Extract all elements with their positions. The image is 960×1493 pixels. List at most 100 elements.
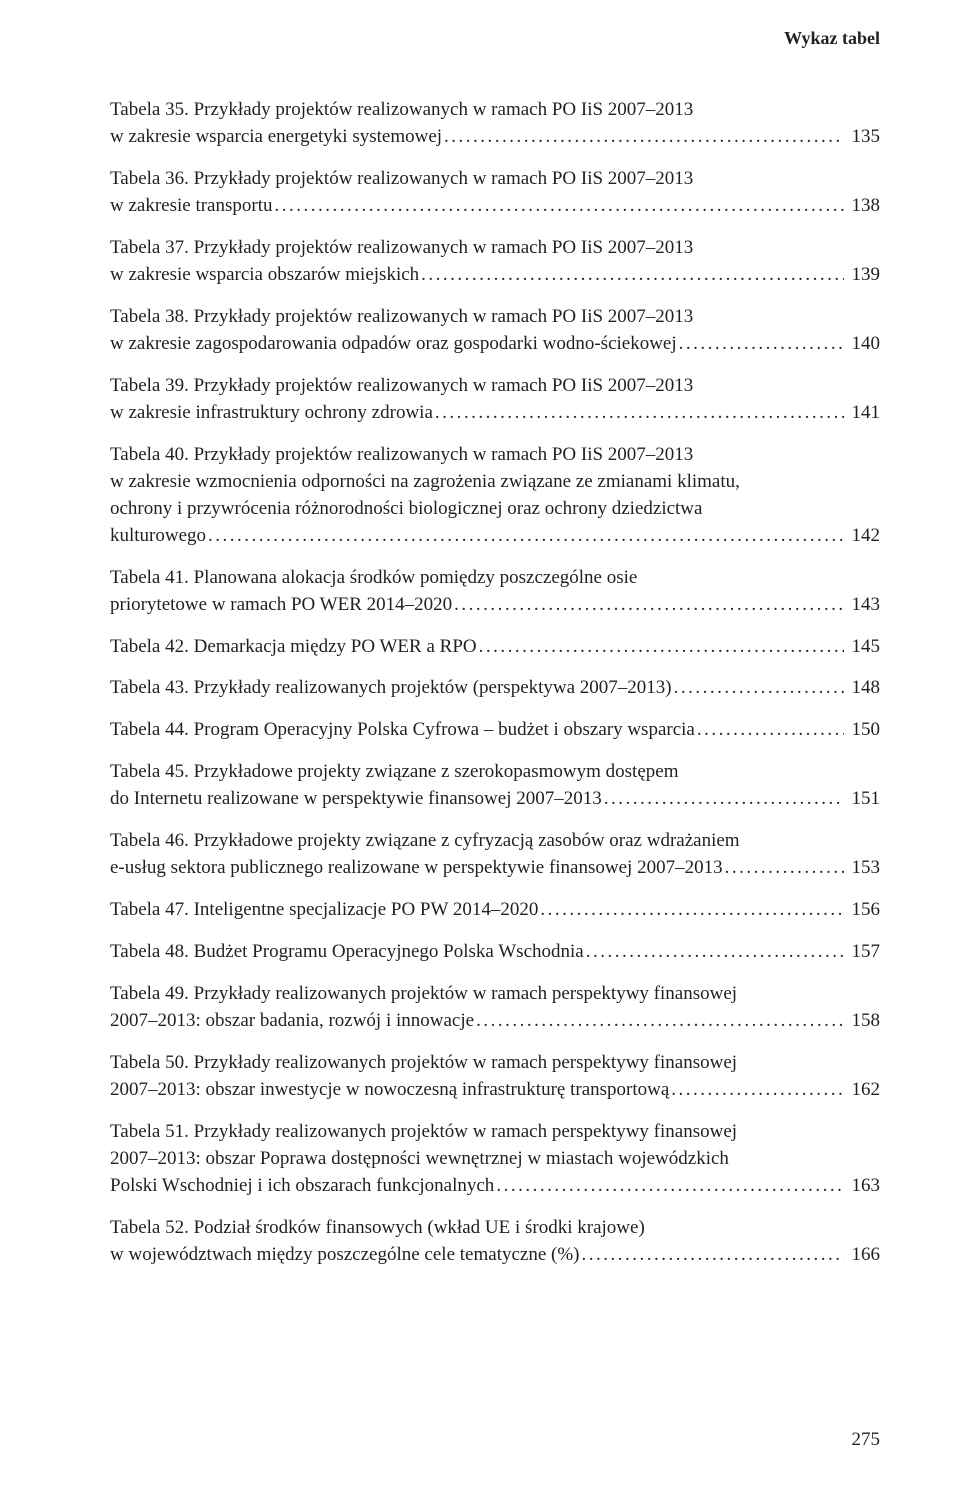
- toc-entry-page: 158: [846, 1008, 881, 1035]
- toc-entry-page: 143: [846, 592, 881, 619]
- leader-dots: [435, 400, 844, 427]
- leader-dots: [725, 855, 844, 882]
- leader-dots: [275, 193, 844, 220]
- toc-entry-last-line: 2007–2013: obszar inwestycje w nowoczesn…: [110, 1077, 880, 1104]
- toc-entry-last-line: priorytetowe w ramach PO WER 2014–2020 14…: [110, 592, 880, 619]
- toc-entry: Tabela 47. Inteligentne specjalizacje PO…: [110, 897, 880, 924]
- toc-entry-text: Polski Wschodniej i ich obszarach funkcj…: [110, 1173, 494, 1200]
- toc-entry-line: Tabela 45. Przykładowe projekty związane…: [110, 759, 880, 786]
- toc-entry-page: 163: [846, 1173, 881, 1200]
- toc-entry-page: 166: [846, 1242, 881, 1269]
- toc-entry-line: w zakresie wzmocnienia odporności na zag…: [110, 469, 880, 496]
- toc-entry-line: Tabela 41. Planowana alokacja środków po…: [110, 565, 880, 592]
- toc-entry-last-line: e-usług sektora publicznego realizowane …: [110, 855, 880, 882]
- toc-entry-last-line: Tabela 44. Program Operacyjny Polska Cyf…: [110, 717, 880, 744]
- toc-entry: Tabela 45. Przykładowe projekty związane…: [110, 759, 880, 813]
- toc-entry-last-line: kulturowego 142: [110, 523, 880, 550]
- toc-entry-page: 153: [846, 855, 881, 882]
- toc-entry-line: ochrony i przywrócenia różnorodności bio…: [110, 496, 880, 523]
- toc-entry: Tabela 41. Planowana alokacja środków po…: [110, 565, 880, 619]
- toc-entry-line: Tabela 38. Przykłady projektów realizowa…: [110, 304, 880, 331]
- toc-entry: Tabela 39. Przykłady projektów realizowa…: [110, 373, 880, 427]
- toc-entry: Tabela 48. Budżet Programu Operacyjnego …: [110, 939, 880, 966]
- toc-entry-last-line: Tabela 43. Przykłady realizowanych proje…: [110, 675, 880, 702]
- toc-entry-line: Tabela 36. Przykłady projektów realizowa…: [110, 166, 880, 193]
- toc-entry-page: 151: [846, 786, 881, 813]
- toc-entry-page: 148: [846, 675, 881, 702]
- toc-entry-last-line: Polski Wschodniej i ich obszarach funkcj…: [110, 1173, 880, 1200]
- toc-entry-line: Tabela 37. Przykłady projektów realizowa…: [110, 235, 880, 262]
- toc-entry-last-line: w zakresie infrastruktury ochrony zdrowi…: [110, 400, 880, 427]
- toc-entry-text: Tabela 43. Przykłady realizowanych proje…: [110, 675, 672, 702]
- toc-entry: Tabela 50. Przykłady realizowanych proje…: [110, 1050, 880, 1104]
- toc-entry: Tabela 52. Podział środków finansowych (…: [110, 1215, 880, 1269]
- toc-entry-line: 2007–2013: obszar Poprawa dostępności we…: [110, 1146, 880, 1173]
- toc-entry-page: 138: [846, 193, 881, 220]
- leader-dots: [421, 262, 843, 289]
- leader-dots: [444, 124, 843, 151]
- toc-entry: Tabela 35. Przykłady projektów realizowa…: [110, 97, 880, 151]
- leader-dots: [679, 331, 844, 358]
- toc-entry-page: 145: [846, 634, 881, 661]
- toc-entry-last-line: w zakresie wsparcia obszarów miejskich 13…: [110, 262, 880, 289]
- toc-entry: Tabela 40. Przykłady projektów realizowa…: [110, 442, 880, 550]
- leader-dots: [476, 1008, 843, 1035]
- toc-entry-text: w zakresie transportu: [110, 193, 273, 220]
- toc-entry-line: Tabela 51. Przykłady realizowanych proje…: [110, 1119, 880, 1146]
- toc-entry-last-line: Tabela 42. Demarkacja między PO WER a RP…: [110, 634, 880, 661]
- toc-entry-line: Tabela 40. Przykłady projektów realizowa…: [110, 442, 880, 469]
- leader-dots: [540, 897, 843, 924]
- toc-entry-page: 142: [846, 523, 881, 550]
- toc-entry-page: 135: [846, 124, 881, 151]
- leader-dots: [479, 634, 844, 661]
- leader-dots: [586, 939, 844, 966]
- toc-entry-text: Tabela 42. Demarkacja między PO WER a RP…: [110, 634, 477, 661]
- toc-entry-text: do Internetu realizowane w perspektywie …: [110, 786, 602, 813]
- toc-entry-line: Tabela 35. Przykłady projektów realizowa…: [110, 97, 880, 124]
- toc-entry: Tabela 36. Przykłady projektów realizowa…: [110, 166, 880, 220]
- leader-dots: [671, 1077, 843, 1104]
- toc-entry: Tabela 42. Demarkacja między PO WER a RP…: [110, 634, 880, 661]
- toc-entry: Tabela 51. Przykłady realizowanych proje…: [110, 1119, 880, 1200]
- toc-entry: Tabela 44. Program Operacyjny Polska Cyf…: [110, 717, 880, 744]
- toc-entry-line: Tabela 52. Podział środków finansowych (…: [110, 1215, 880, 1242]
- toc-entry-last-line: Tabela 48. Budżet Programu Operacyjnego …: [110, 939, 880, 966]
- toc-entry: Tabela 37. Przykłady projektów realizowa…: [110, 235, 880, 289]
- toc-entry-page: 162: [846, 1077, 881, 1104]
- leader-dots: [454, 592, 843, 619]
- toc-entry-line: Tabela 46. Przykładowe projekty związane…: [110, 828, 880, 855]
- toc-entry-line: Tabela 39. Przykłady projektów realizowa…: [110, 373, 880, 400]
- leader-dots: [496, 1173, 843, 1200]
- toc-entry-text: 2007–2013: obszar inwestycje w nowoczesn…: [110, 1077, 669, 1104]
- toc-entry-line: Tabela 49. Przykłady realizowanych proje…: [110, 981, 880, 1008]
- toc-entry-text: e-usług sektora publicznego realizowane …: [110, 855, 723, 882]
- toc-entry-page: 141: [846, 400, 881, 427]
- toc-entry: Tabela 49. Przykłady realizowanych proje…: [110, 981, 880, 1035]
- toc-entry-page: 150: [846, 717, 881, 744]
- toc-entry-text: Tabela 48. Budżet Programu Operacyjnego …: [110, 939, 584, 966]
- leader-dots: [697, 717, 844, 744]
- header-section-label: Wykaz tabel: [110, 28, 880, 49]
- leader-dots: [582, 1242, 844, 1269]
- toc-entry-last-line: do Internetu realizowane w perspektywie …: [110, 786, 880, 813]
- leader-dots: [674, 675, 844, 702]
- toc-entry: Tabela 38. Przykłady projektów realizowa…: [110, 304, 880, 358]
- toc-entry-last-line: w zakresie transportu 138: [110, 193, 880, 220]
- toc-entry-page: 157: [846, 939, 881, 966]
- page-number: 275: [852, 1429, 881, 1451]
- toc-entry-text: w województwach między poszczególne cele…: [110, 1242, 580, 1269]
- toc-entry-last-line: 2007–2013: obszar badania, rozwój i inno…: [110, 1008, 880, 1035]
- toc-entry-last-line: w województwach między poszczególne cele…: [110, 1242, 880, 1269]
- toc-entry-last-line: Tabela 47. Inteligentne specjalizacje PO…: [110, 897, 880, 924]
- toc-entry-text: w zakresie wsparcia obszarów miejskich: [110, 262, 419, 289]
- toc-entry-page: 139: [846, 262, 881, 289]
- leader-dots: [208, 523, 843, 550]
- table-of-contents: Tabela 35. Przykłady projektów realizowa…: [110, 97, 880, 1269]
- toc-entry-page: 156: [846, 897, 881, 924]
- toc-entry: Tabela 46. Przykładowe projekty związane…: [110, 828, 880, 882]
- toc-entry-text: priorytetowe w ramach PO WER 2014–2020: [110, 592, 452, 619]
- toc-entry-line: Tabela 50. Przykłady realizowanych proje…: [110, 1050, 880, 1077]
- toc-entry-text: w zakresie wsparcia energetyki systemowe…: [110, 124, 442, 151]
- toc-entry-last-line: w zakresie zagospodarowania odpadów oraz…: [110, 331, 880, 358]
- toc-entry-text: kulturowego: [110, 523, 206, 550]
